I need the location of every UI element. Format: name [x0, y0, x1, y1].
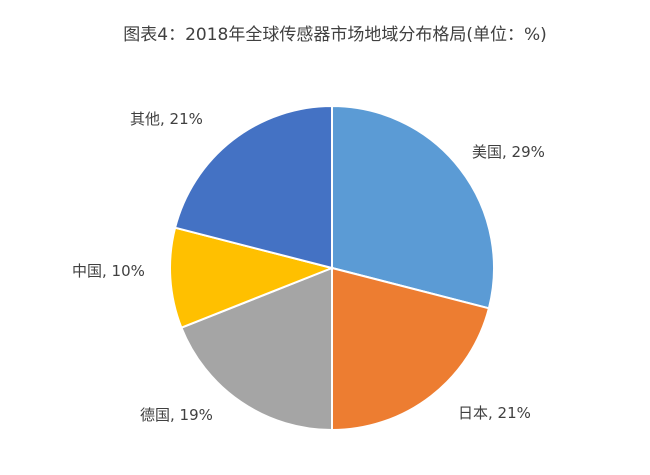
chart-title: 图表4：2018年全球传感器市场地域分布格局(单位：%) [123, 25, 547, 45]
pie-data-label-5: 其他, 21% [130, 110, 203, 128]
pie-slice-2 [331, 266, 491, 432]
pie-data-label-1: 美国, 29% [472, 143, 545, 161]
pie-slices [169, 104, 495, 432]
pie-data-label-3: 德国, 19% [140, 406, 213, 424]
pie-data-label-4: 中国, 10% [72, 262, 145, 280]
pie-slice-5 [173, 104, 333, 270]
pie-slice-1 [331, 104, 495, 310]
pie-slice-3 [180, 266, 333, 432]
pie-slice-4 [169, 226, 336, 329]
pie-data-label-2: 日本, 21% [458, 404, 531, 422]
pie-data-labels: 美国, 29% 日本, 21% 德国, 19% 中国, 10% 其他, 21% [72, 110, 545, 424]
